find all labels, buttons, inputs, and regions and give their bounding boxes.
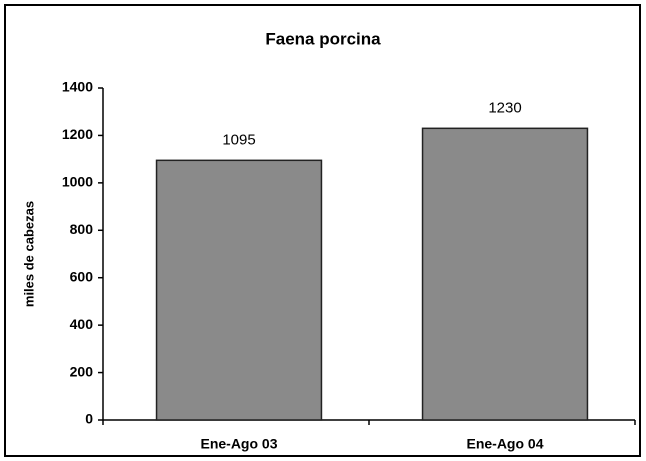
chart-title: Faena porcina (265, 29, 381, 48)
y-tick-label: 1200 (62, 126, 93, 142)
x-tick-label: Ene-Ago 03 (200, 436, 277, 452)
bar (155, 159, 323, 421)
y-tick-label: 1400 (62, 79, 93, 95)
data-label: 1095 (222, 131, 255, 148)
y-axis-label: miles de cabezas (21, 201, 36, 307)
y-tick-label: 0 (85, 411, 93, 427)
y-tick-label: 200 (70, 363, 94, 379)
y-tick-label: 800 (70, 221, 94, 237)
y-tick-label: 400 (70, 316, 94, 332)
data-label: 1230 (488, 99, 521, 116)
y-tick-label: 1000 (62, 174, 93, 190)
bar (421, 127, 589, 421)
y-tick-label: 600 (70, 268, 94, 284)
x-tick-label: Ene-Ago 04 (466, 436, 543, 452)
